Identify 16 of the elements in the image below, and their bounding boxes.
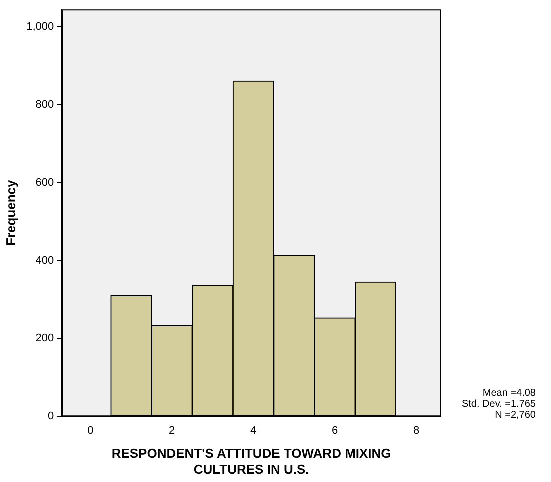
x-tick-label: 4	[250, 425, 257, 438]
y-tick-label: 800	[36, 99, 54, 112]
x-tick-label: 2	[169, 425, 176, 438]
y-tick-label: 400	[36, 254, 54, 267]
x-axis-title: RESPONDENT'S ATTITUDE TOWARD MIXING CULTURES IN U.S.	[112, 446, 392, 477]
y-tick-label: 200	[36, 332, 54, 345]
y-tick-label: 0	[48, 410, 54, 423]
text: N =2,760	[494, 410, 536, 421]
x-tick-label: 6	[332, 425, 338, 438]
text: Mean =4.08	[482, 388, 536, 399]
y-tick-label: 1,000	[26, 21, 54, 34]
text: Std. Dev. =1.765	[460, 399, 536, 410]
x-tick-label: 0	[88, 425, 94, 438]
y-tick-label: 600	[36, 176, 54, 189]
x-tick-label: 8	[413, 425, 420, 438]
y-axis-title: Frequency	[3, 179, 18, 246]
